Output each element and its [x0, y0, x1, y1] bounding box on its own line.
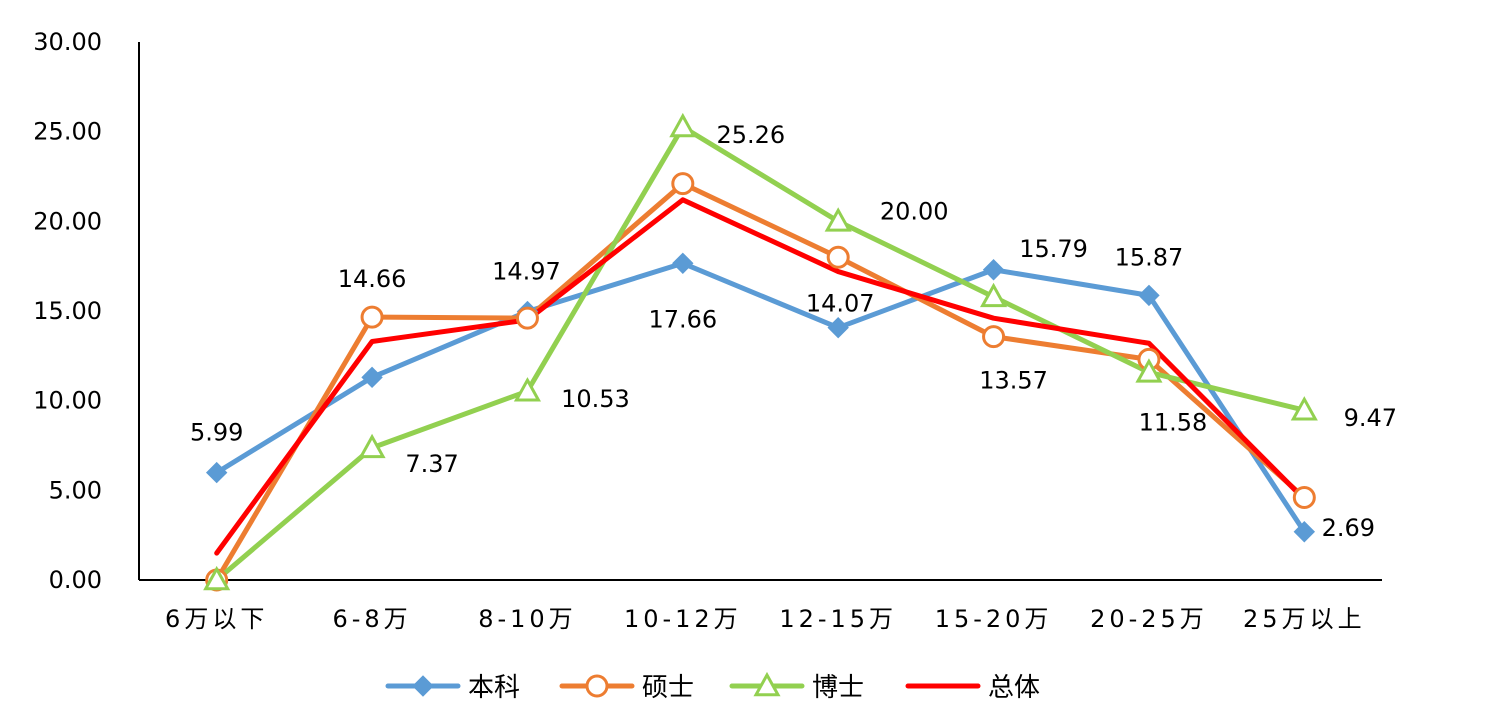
legend-marker	[585, 674, 609, 698]
marker-2-7	[1290, 396, 1318, 421]
x-tick-label: 8-10万	[478, 605, 576, 633]
y-tick-label: 10.00	[33, 387, 102, 415]
marker-0-7	[1293, 521, 1316, 543]
data-label: 11.58	[1139, 408, 1208, 436]
series-markers	[203, 112, 1318, 592]
legend: 本科 硕士 博士 总体	[385, 671, 1040, 703]
x-tick-label: 6-8万	[332, 605, 411, 633]
marker-2-6	[1135, 358, 1163, 383]
series-lines	[214, 124, 1307, 583]
data-label: 13.57	[979, 367, 1048, 395]
data-label: 14.07	[806, 290, 875, 318]
legend-label: 博士	[812, 673, 864, 703]
series-line-2	[214, 124, 1307, 583]
marker-0-1	[361, 366, 383, 389]
marker-1-2	[515, 306, 539, 330]
data-label: 25.26	[716, 121, 785, 149]
x-tick-label: 20-25万	[1090, 605, 1208, 633]
data-label: 15.87	[1115, 243, 1184, 271]
y-tick-label: 30.00	[33, 28, 102, 56]
legend-label: 总体	[988, 673, 1040, 703]
data-label: 17.66	[648, 305, 717, 333]
data-label: 9.47	[1344, 404, 1397, 432]
x-tick-label: 12-15万	[779, 605, 897, 633]
data-label: 5.99	[190, 419, 243, 447]
data-label: 14.97	[492, 258, 561, 286]
y-tick-label: 5.00	[49, 476, 102, 504]
data-label: 10.53	[561, 385, 630, 413]
series-line-1	[214, 181, 1307, 583]
marker-1-4	[826, 245, 850, 269]
y-tick-label: 25.00	[33, 118, 102, 146]
marker-2-2	[513, 377, 541, 402]
series-line-3	[214, 197, 1307, 556]
data-labels: 5.99 14.97 17.66 14.07 15.87 2.69 14.66 13.57 7.…	[190, 121, 1397, 542]
data-label: 2.69	[1322, 514, 1375, 542]
legend-marker	[412, 675, 434, 697]
marker-1-5	[982, 325, 1006, 349]
marker-2-3	[669, 112, 697, 138]
marker-2-5	[980, 282, 1008, 308]
data-label: 14.66	[338, 265, 407, 293]
series-line-0	[214, 260, 1307, 535]
data-label: 7.37	[405, 450, 458, 478]
y-tick-label: 15.00	[33, 297, 102, 325]
marker-1-7	[1292, 486, 1316, 510]
y-tick-label: 20.00	[33, 207, 102, 235]
x-tick-label: 6万以下	[165, 605, 268, 633]
legend-label: 硕士	[642, 673, 694, 703]
marker-0-5	[982, 259, 1005, 281]
x-tick-label: 10-12万	[624, 605, 742, 633]
legend-label: 本科	[468, 673, 520, 703]
axes: 0.00 5.00 10.00 15.00 20.00 25.00 30.00 6万以下 6-8…	[33, 28, 1382, 633]
x-tick-label: 25万以上	[1243, 605, 1366, 633]
data-label: 15.79	[1019, 235, 1088, 263]
data-label: 20.00	[880, 197, 949, 225]
legend-marker	[753, 671, 781, 697]
marker-1-1	[360, 305, 384, 329]
marker-0-0	[205, 461, 228, 484]
marker-0-6	[1138, 284, 1160, 307]
marker-2-4	[824, 207, 852, 232]
marker-2-1	[358, 433, 386, 459]
y-tick-label: 0.00	[49, 566, 102, 594]
x-tick-label: 15-20万	[935, 605, 1053, 633]
marker-0-3	[672, 252, 694, 275]
marker-0-4	[827, 316, 849, 339]
marker-1-3	[671, 172, 695, 196]
marker-2-0	[203, 565, 231, 591]
